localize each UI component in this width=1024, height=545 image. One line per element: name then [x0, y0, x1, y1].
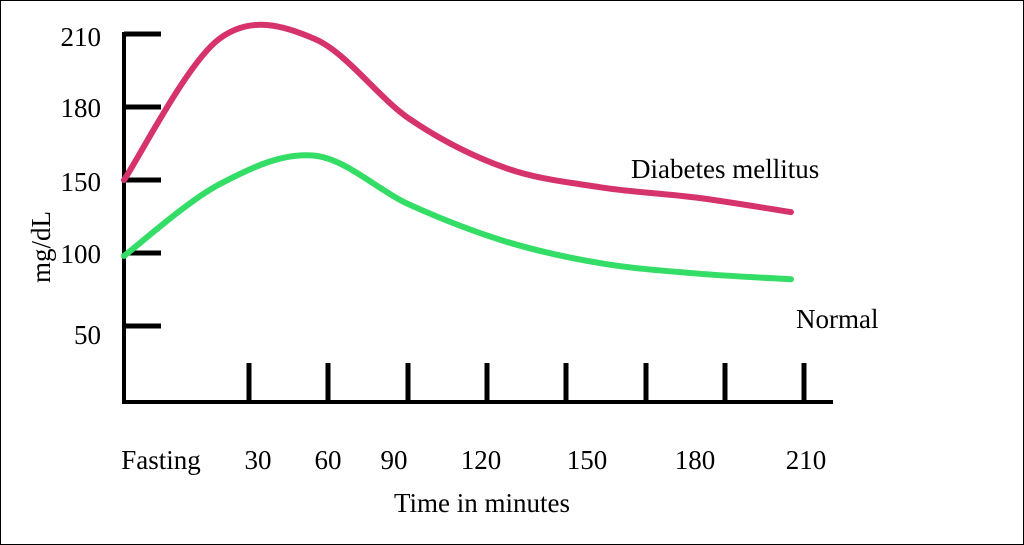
x-tick-label: 60 — [315, 445, 342, 475]
y-tick-label: 210 — [61, 22, 102, 52]
x-tick-label: 90 — [381, 445, 408, 475]
y-tick-label: 150 — [61, 167, 102, 197]
x-tick-label: 180 — [675, 445, 716, 475]
series-label-diabetes: Diabetes mellitus — [631, 154, 819, 184]
y-tick-label: 180 — [61, 93, 102, 123]
series-label-normal: Normal — [796, 304, 878, 334]
x-tick-label: 30 — [245, 445, 272, 475]
series-line-diabetes — [121, 21, 794, 216]
series-lines — [121, 21, 794, 283]
x-tick-label: 210 — [786, 445, 827, 475]
x-axis: Fasting 30 60 90 120 150 180 210 — [121, 363, 833, 475]
x-tick-label: 150 — [567, 445, 608, 475]
y-axis-label: mg/dL — [26, 211, 56, 283]
x-tick-label: Fasting — [121, 445, 201, 475]
y-axis: 50 100 150 180 210 — [61, 22, 161, 402]
x-tick-label: 120 — [461, 445, 502, 475]
series-line-normal — [121, 152, 794, 283]
y-tick-label: 50 — [74, 320, 101, 350]
x-axis-label: Time in minutes — [394, 488, 570, 518]
y-tick-label: 100 — [61, 239, 102, 269]
